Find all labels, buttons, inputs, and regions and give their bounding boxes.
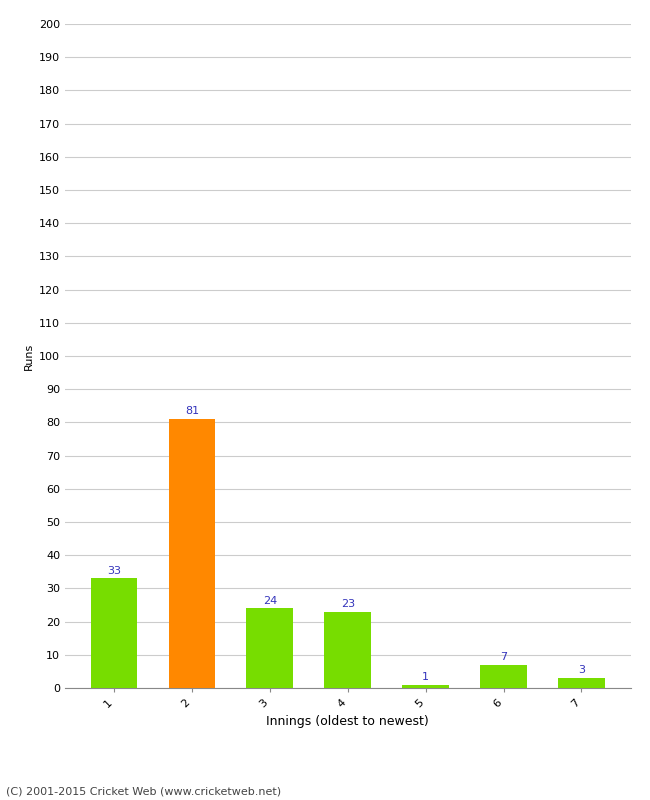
Y-axis label: Runs: Runs	[23, 342, 33, 370]
Bar	[168, 419, 215, 688]
Text: 1: 1	[422, 672, 429, 682]
Bar	[480, 665, 527, 688]
Bar	[558, 678, 605, 688]
Text: 33: 33	[107, 566, 121, 576]
Text: 3: 3	[578, 666, 585, 675]
Bar	[324, 612, 371, 688]
Bar	[246, 608, 293, 688]
Text: 24: 24	[263, 596, 277, 606]
X-axis label: Innings (oldest to newest): Innings (oldest to newest)	[266, 714, 429, 728]
Text: 81: 81	[185, 406, 199, 417]
Text: 23: 23	[341, 599, 355, 609]
Text: 7: 7	[500, 652, 507, 662]
Bar	[402, 685, 449, 688]
Bar	[91, 578, 137, 688]
Text: (C) 2001-2015 Cricket Web (www.cricketweb.net): (C) 2001-2015 Cricket Web (www.cricketwe…	[6, 786, 281, 796]
